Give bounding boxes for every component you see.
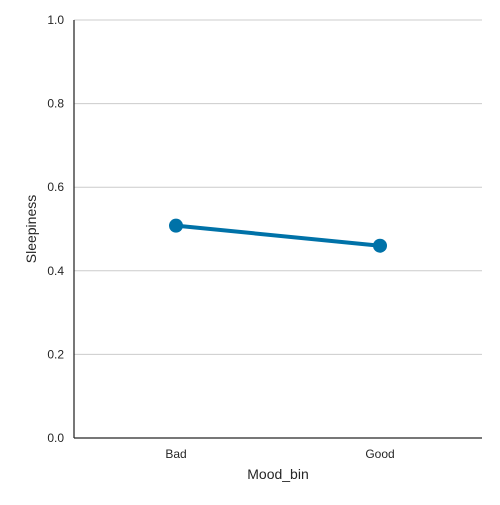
x-axis-label: Mood_bin — [247, 466, 309, 482]
axes — [73, 20, 482, 439]
grid-lines — [74, 19, 482, 355]
y-tick-label: 0.4 — [47, 264, 64, 278]
y-tick-label: 0.2 — [47, 347, 64, 361]
data-point-good — [373, 238, 387, 253]
x-tick-label: Good — [365, 447, 394, 461]
data-point-bad — [169, 218, 183, 233]
y-tick-label: 0.8 — [47, 97, 64, 111]
x-tick-label: Bad — [165, 447, 186, 461]
series-line — [174, 223, 382, 248]
y-axis-label: Sleepiness — [23, 195, 39, 264]
x-tick-labels: Bad Good — [165, 447, 394, 461]
series — [169, 218, 387, 253]
y-tick-labels: 0.0 0.2 0.4 0.6 0.8 1.0 — [47, 13, 64, 445]
y-tick-label: 1.0 — [47, 13, 64, 27]
y-tick-label: 0.0 — [47, 431, 64, 445]
y-tick-label: 0.6 — [47, 180, 64, 194]
